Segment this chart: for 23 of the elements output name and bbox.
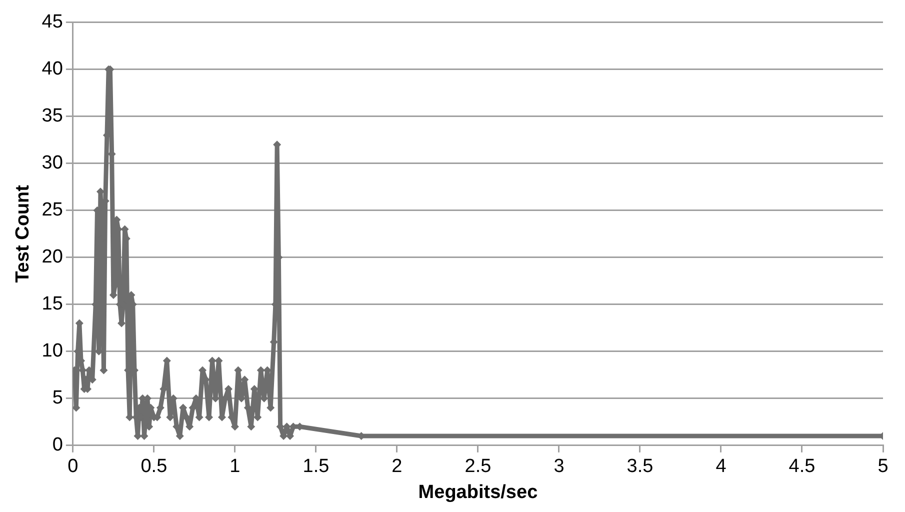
y-tick-label: 20 [42, 246, 63, 268]
y-tick-label: 15 [42, 294, 63, 315]
x-tick-label: 1 [230, 456, 240, 478]
y-tick-label: 45 [42, 12, 63, 33]
x-axis-title: Megabits/sec [418, 482, 538, 503]
x-tick-label: 0.5 [140, 456, 168, 478]
y-tick-label: 25 [42, 200, 63, 221]
x-tick-label: 4 [716, 456, 727, 478]
y-tick-label: 35 [42, 106, 63, 127]
y-tick-label: 10 [42, 340, 63, 362]
x-tick-label: 3.5 [626, 456, 654, 478]
x-tick-label: 4.5 [788, 456, 816, 478]
y-tick-label: 5 [52, 388, 63, 409]
x-tick-label: 2 [392, 456, 402, 478]
y-tick-label: 0 [52, 434, 63, 456]
x-tick-label: 5 [878, 456, 888, 478]
x-tick-label: 0 [68, 456, 78, 478]
y-axis-title: Test Count [12, 184, 34, 283]
x-tick-label: 2.5 [464, 456, 492, 478]
y-tick-label: 30 [42, 152, 63, 174]
y-tick-label: 40 [42, 58, 63, 80]
x-tick-label: 1.5 [302, 456, 330, 478]
x-tick-label: 3 [554, 456, 564, 478]
